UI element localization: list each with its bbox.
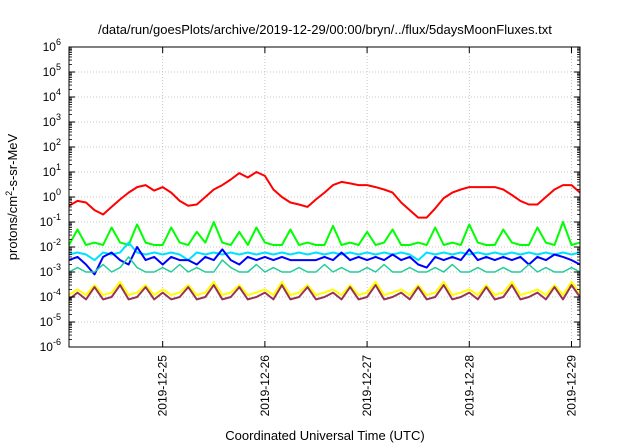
x-tick-label: 2019-12-25 — [156, 355, 170, 417]
series-line-6 — [68, 280, 581, 296]
y-tick-label: 10-1 — [40, 212, 61, 229]
y-tick-label: 102 — [43, 137, 61, 154]
y-tick-label: 104 — [43, 87, 61, 104]
y-tick-label: 10-5 — [40, 312, 61, 329]
x-axis: 2019-12-25 2019-12-26 2019-12-27 2019-12-28… — [156, 47, 578, 417]
y-tick-label: 10-2 — [40, 237, 61, 254]
x-tick-label: 2019-12-27 — [360, 355, 374, 417]
series-line-5 — [68, 256, 581, 273]
y-tick-label: 105 — [43, 62, 61, 79]
y-tick-label: 101 — [43, 162, 61, 179]
series-line-3 — [68, 241, 581, 262]
y-tick-label: 10-3 — [40, 262, 61, 279]
y-tick-label: 106 — [43, 37, 61, 54]
x-tick-label: 2019-12-28 — [462, 355, 476, 417]
x-tick-label: 2019-12-26 — [258, 355, 272, 417]
series-line-1 — [68, 171, 581, 219]
y-axis-label-sup: 2 — [4, 191, 14, 196]
series-line-2 — [68, 221, 581, 246]
y-axis-label-base: protons/cm — [5, 196, 20, 260]
y-tick-label: 10-6 — [40, 337, 61, 354]
y-tick-label: 10-4 — [40, 287, 61, 304]
y-tick-label: 103 — [43, 112, 61, 129]
y-axis: 10-6 10-5 10-4 10-3 10-2 10-1 100 101 102 103 104 1… — [40, 37, 580, 354]
series-line-7 — [68, 284, 581, 301]
y-tick-label: 100 — [43, 187, 61, 204]
x-tick-label: 2019-12-29 — [564, 355, 578, 417]
y-axis-label-rest: -s-sr-MeV — [5, 133, 20, 190]
series-layer — [68, 171, 581, 301]
series-line-4 — [68, 246, 581, 276]
grid — [69, 47, 580, 347]
chart-title: /data/run/goesPlots/archive/2019-12-29/0… — [98, 22, 552, 37]
x-axis-label: Coordinated Universal Time (UTC) — [225, 428, 424, 443]
y-axis-label: protons/cm2-s-sr-MeV — [4, 133, 20, 260]
